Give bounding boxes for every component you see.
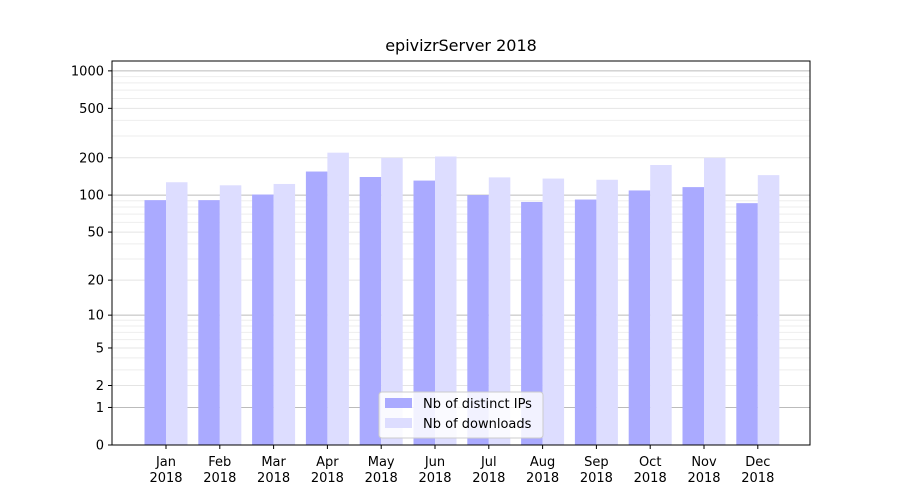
y-tick-label: 10 xyxy=(87,309,104,324)
bar-distinct-ips-sep xyxy=(574,199,597,445)
x-tick-label: Dec 2018 xyxy=(741,455,774,486)
x-tick-month: Aug xyxy=(530,455,555,470)
x-tick-label: Jan 2018 xyxy=(149,455,182,486)
bar-downloads-mar xyxy=(273,183,296,445)
bar-distinct-ips-nov xyxy=(682,187,704,445)
x-tick-year: 2018 xyxy=(580,471,613,486)
x-tick-label: Feb 2018 xyxy=(203,455,236,486)
bar-distinct-ips-may xyxy=(359,177,382,445)
plot-frame xyxy=(111,60,811,446)
bar-downloads-may xyxy=(381,157,403,445)
y-tick-label: 0 xyxy=(96,439,104,454)
y-tick-label: 100 xyxy=(79,189,104,204)
x-tick-month: Sep xyxy=(584,455,609,470)
x-tick-month: Jul xyxy=(480,455,497,470)
bars xyxy=(144,152,780,446)
legend-box xyxy=(378,391,544,439)
bar-downloads-jun xyxy=(435,156,457,445)
y-tick-label: 1 xyxy=(96,401,104,416)
x-tick-year: 2018 xyxy=(741,471,774,486)
y-tick-label: 200 xyxy=(79,151,104,166)
y-tick-label: 2 xyxy=(96,379,104,394)
bar-downloads-jan xyxy=(166,182,188,445)
x-tick-label: Oct 2018 xyxy=(634,455,667,486)
bar-distinct-ips-jul xyxy=(467,195,489,445)
x-tick-year: 2018 xyxy=(365,471,398,486)
x-tick-month: Mar xyxy=(261,455,286,470)
x-tick-month: Feb xyxy=(208,455,231,470)
x-tick-year: 2018 xyxy=(149,471,182,486)
bar-downloads-feb xyxy=(219,185,242,445)
bar-distinct-ips-dec xyxy=(736,203,758,445)
bar-downloads-sep xyxy=(596,179,618,445)
x-tick-year: 2018 xyxy=(203,471,236,486)
bar-distinct-ips-feb xyxy=(198,200,220,445)
x-tick-label: Apr 2018 xyxy=(311,455,344,486)
x-tick-label: Nov 2018 xyxy=(687,455,720,486)
bar-distinct-ips-jun xyxy=(413,180,435,446)
y-tick-label: 1000 xyxy=(71,64,104,79)
x-tick-label: Jul 2018 xyxy=(472,455,505,486)
y-tick-label: 500 xyxy=(79,102,104,117)
legend: Nb of distinct IPs Nb of downloads xyxy=(378,391,544,439)
x-tick-year: 2018 xyxy=(526,471,559,486)
y-tick-label: 20 xyxy=(87,274,104,289)
x-tick-month: Jun xyxy=(424,455,445,470)
x-tick-label: Mar 2018 xyxy=(257,455,290,486)
legend-swatch xyxy=(385,398,412,408)
x-tick-month: Nov xyxy=(691,455,717,470)
chart-title: epivizrServer 2018 xyxy=(385,36,537,55)
bar-downloads-nov xyxy=(704,157,726,445)
x-tick-year: 2018 xyxy=(257,471,290,486)
legend-label: Nb of distinct IPs xyxy=(423,397,532,412)
x-tick-month: Apr xyxy=(316,455,339,470)
x-tick-year: 2018 xyxy=(418,471,451,486)
bar-downloads-dec xyxy=(757,175,780,445)
bar-distinct-ips-apr xyxy=(305,171,328,446)
bar-distinct-ips-jan xyxy=(144,200,166,445)
x-tick-label: Sep 2018 xyxy=(580,455,613,486)
x-tick-label: Jun 2018 xyxy=(418,455,451,486)
bar-downloads-apr xyxy=(327,152,349,445)
bar-downloads-jul xyxy=(488,177,511,445)
y-tick-label: 5 xyxy=(96,341,104,356)
bar-distinct-ips-mar xyxy=(252,194,274,445)
y-tick-label: 50 xyxy=(87,226,104,241)
x-tick-month: Dec xyxy=(745,455,770,470)
x-tick-month: Oct xyxy=(639,455,661,470)
x-tick-label: Aug 2018 xyxy=(526,455,559,486)
legend-swatch xyxy=(385,418,412,428)
legend-label: Nb of downloads xyxy=(423,417,532,432)
x-tick-year: 2018 xyxy=(472,471,505,486)
x-tick-label: May 2018 xyxy=(365,455,398,486)
x-tick-year: 2018 xyxy=(634,471,667,486)
x-tick-month: Jan xyxy=(155,455,176,470)
x-tick-year: 2018 xyxy=(687,471,720,486)
x-tick-month: May xyxy=(368,455,395,470)
bar-distinct-ips-oct xyxy=(628,190,651,445)
bar-downloads-oct xyxy=(650,164,672,446)
bar-distinct-ips-aug xyxy=(521,201,543,445)
bar-downloads-aug xyxy=(542,178,565,445)
x-tick-year: 2018 xyxy=(311,471,344,486)
y-axis: 0 1 2 5 10 20 50 100 200 500 1000 xyxy=(71,64,112,454)
